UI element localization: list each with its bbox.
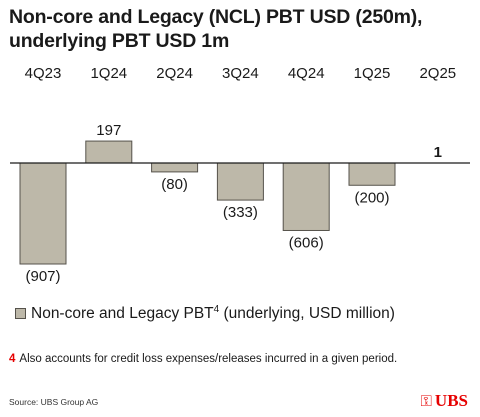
category-label: 3Q24 (222, 65, 259, 82)
data-label: (200) (354, 189, 389, 206)
footnote-number: 4 (9, 353, 16, 365)
source-note: Source: UBS Group AG (9, 397, 99, 407)
legend-swatch (15, 307, 26, 319)
data-label: (80) (161, 176, 188, 193)
category-label: 1Q24 (90, 65, 127, 82)
data-label: 1 (434, 144, 442, 161)
bar (348, 162, 396, 186)
category-label: 2Q25 (419, 65, 456, 82)
bar (282, 162, 330, 231)
data-label: 197 (96, 122, 121, 139)
chart-title-line-2: underlying PBT USD 1m (9, 30, 230, 52)
ubs-logo: ⚿ UBS (421, 391, 469, 411)
bar (19, 162, 67, 265)
footnote-text: Also accounts for credit loss expenses/r… (19, 353, 398, 365)
category-label: 1Q25 (354, 65, 391, 82)
chart-legend: Non-core and Legacy PBT4 (underlying, US… (15, 302, 395, 324)
bar (85, 140, 133, 164)
data-label: (907) (25, 268, 60, 285)
data-label: (606) (289, 234, 324, 251)
legend-label: Non-core and Legacy PBT4 (underlying, US… (31, 303, 395, 322)
category-label: 4Q23 (25, 65, 62, 82)
bar-chart: 4Q23 (907) 1Q24 197 2Q24 (80) 3Q24 (333) 4Q24 (60… (10, 65, 470, 285)
footnote: 4 Also accounts for credit loss expenses/… (9, 353, 397, 365)
category-label: 2Q24 (156, 65, 193, 82)
chart-title-line-1: Non-core and Legacy (NCL) PBT USD (250m)… (9, 6, 423, 28)
ubs-logo-text: UBS (434, 391, 468, 410)
chart-title: Non-core and Legacy (NCL) PBT USD (250m)… (9, 5, 471, 53)
data-label: (333) (223, 204, 258, 221)
bar (216, 162, 264, 201)
bar (151, 162, 199, 173)
category-label: 4Q24 (288, 65, 325, 82)
ubs-keys-icon: ⚿ (420, 392, 432, 410)
